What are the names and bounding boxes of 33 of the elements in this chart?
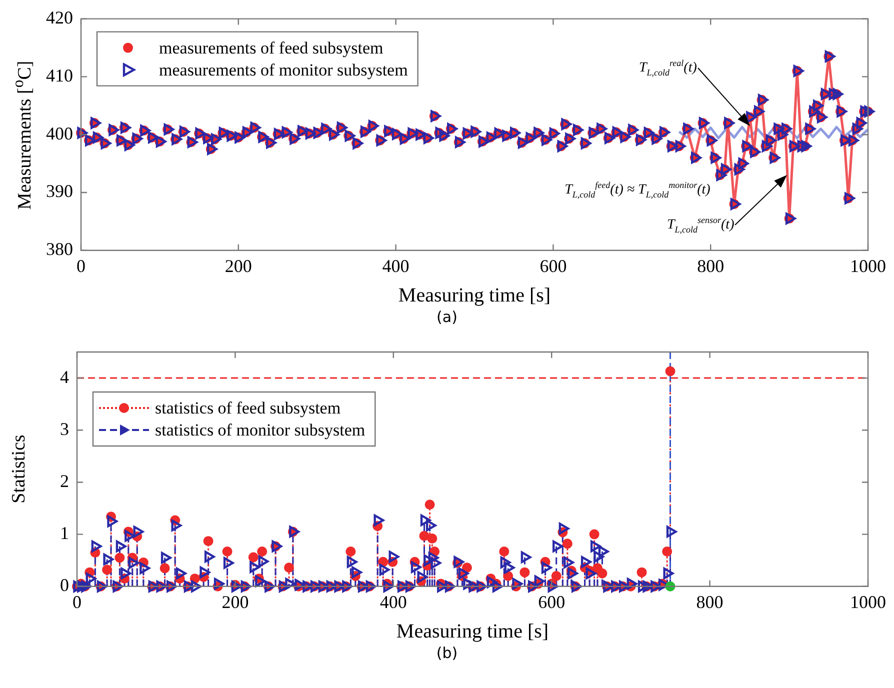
y-tick-label: 3 — [60, 418, 69, 439]
x-axis-title: Measuring time [s] — [396, 620, 549, 642]
x-tick-label: 600 — [540, 256, 567, 276]
y-axis-title: Statistics — [8, 434, 30, 504]
y-tick-label: 0 — [60, 575, 69, 596]
legend-label: statistics of monitor subsystem — [155, 420, 366, 440]
x-tick-label: 200 — [224, 256, 252, 276]
y-tick-label: 380 — [46, 239, 73, 260]
annotation: T$_{L,cold}$$^{feed}$(t) ≈ T$_{L,cold}$$^{monitor}$(t) — [564, 180, 710, 200]
y-tick-label: 410 — [46, 65, 73, 86]
y-tick-label: 390 — [46, 181, 73, 202]
x-tick-label: 1000 — [850, 592, 886, 612]
legend-label: statistics of feed subsystem — [155, 398, 341, 418]
y-tick-label: 4 — [60, 366, 69, 387]
y-tick-label: 2 — [60, 470, 69, 491]
x-tick-label: 1000 — [850, 256, 886, 276]
x-tick-label: 400 — [380, 592, 407, 612]
y-tick-label: 1 — [60, 523, 69, 544]
text: (a) — [436, 308, 458, 328]
x-tick-label: 400 — [382, 256, 410, 276]
x-tick-label: 600 — [538, 592, 566, 612]
x-tick-label: 200 — [222, 592, 249, 612]
x-axis-title: Measuring time [s] — [398, 284, 551, 306]
x-tick-label: 800 — [696, 592, 724, 612]
text: (b) — [435, 644, 459, 664]
annotation: T$_{L,cold}$$^{sensor}$(t) — [666, 215, 734, 235]
x-tick-label: 0 — [76, 256, 86, 276]
y-tick-label: 400 — [46, 123, 73, 144]
x-tick-label: 800 — [697, 256, 724, 276]
annotation: T$_{L,cold}$$^{real}$(t) — [638, 58, 697, 78]
y-tick-label: 420 — [46, 8, 73, 28]
legend-label: measurements of monitor subsystem — [159, 60, 408, 80]
legend-label: measurements of feed subsystem — [159, 38, 384, 58]
